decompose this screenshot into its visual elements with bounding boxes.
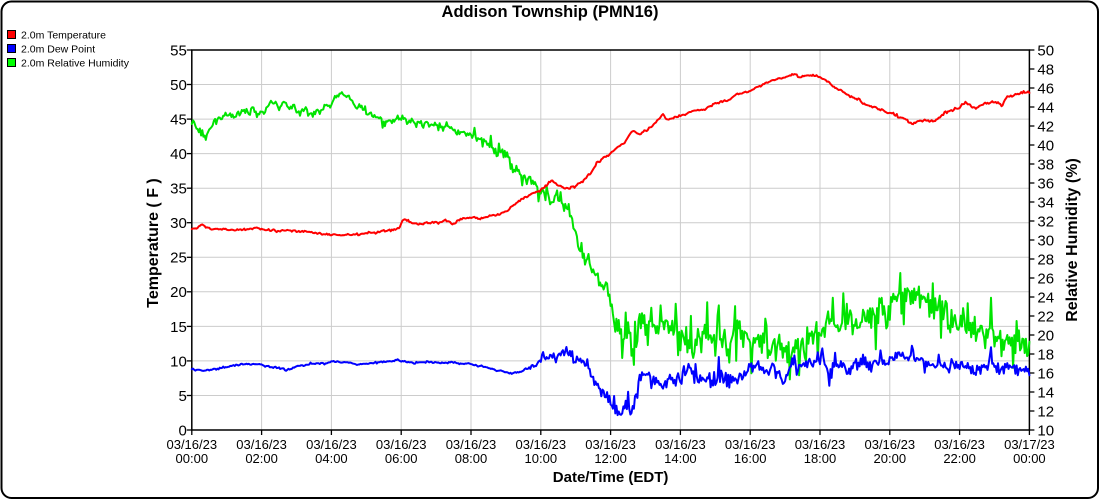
svg-text:0: 0	[178, 422, 186, 439]
svg-text:12: 12	[1037, 403, 1054, 420]
svg-text:00:00: 00:00	[176, 451, 209, 466]
svg-text:Addison Township (PMN16): Addison Township (PMN16)	[442, 3, 659, 21]
svg-text:55: 55	[170, 42, 187, 59]
svg-text:00:00: 00:00	[1013, 451, 1046, 466]
svg-text:12:00: 12:00	[594, 451, 627, 466]
svg-text:16:00: 16:00	[734, 451, 767, 466]
svg-text:44: 44	[1037, 99, 1054, 116]
svg-text:03/16/23: 03/16/23	[725, 437, 776, 452]
svg-text:14: 14	[1037, 384, 1054, 401]
svg-text:36: 36	[1037, 175, 1054, 192]
svg-text:22:00: 22:00	[943, 451, 976, 466]
svg-text:04:00: 04:00	[315, 451, 348, 466]
svg-text:48: 48	[1037, 61, 1054, 78]
svg-text:20: 20	[170, 284, 187, 301]
svg-text:16: 16	[1037, 365, 1054, 382]
svg-text:40: 40	[170, 146, 187, 163]
svg-text:30: 30	[1037, 232, 1054, 249]
svg-text:10: 10	[1037, 422, 1054, 439]
svg-text:Temperature ( F ): Temperature ( F )	[145, 178, 162, 308]
svg-text:50: 50	[170, 77, 187, 94]
svg-text:03/16/23: 03/16/23	[585, 437, 636, 452]
svg-text:5: 5	[178, 388, 186, 405]
svg-text:08:00: 08:00	[455, 451, 488, 466]
svg-text:35: 35	[170, 181, 187, 198]
svg-text:03/17/23: 03/17/23	[1004, 437, 1055, 452]
svg-text:38: 38	[1037, 156, 1054, 173]
svg-text:02:00: 02:00	[245, 451, 278, 466]
svg-text:03/16/23: 03/16/23	[515, 437, 566, 452]
svg-text:20: 20	[1037, 327, 1054, 344]
svg-text:18: 18	[1037, 346, 1054, 363]
svg-text:18:00: 18:00	[804, 451, 837, 466]
svg-text:10: 10	[170, 353, 187, 370]
svg-text:28: 28	[1037, 251, 1054, 268]
svg-text:26: 26	[1037, 270, 1054, 287]
svg-text:2.0m Dew Point: 2.0m Dew Point	[21, 43, 95, 55]
svg-text:30: 30	[170, 215, 187, 232]
svg-text:03/16/23: 03/16/23	[934, 437, 985, 452]
svg-text:03/16/23: 03/16/23	[306, 437, 357, 452]
svg-text:03/16/23: 03/16/23	[795, 437, 846, 452]
svg-text:03/16/23: 03/16/23	[446, 437, 497, 452]
svg-text:15: 15	[170, 319, 187, 336]
svg-text:03/16/23: 03/16/23	[655, 437, 706, 452]
svg-text:50: 50	[1037, 42, 1054, 59]
svg-text:42: 42	[1037, 118, 1054, 135]
svg-text:14:00: 14:00	[664, 451, 697, 466]
svg-text:03/16/23: 03/16/23	[376, 437, 427, 452]
svg-text:Date/Time (EDT): Date/Time (EDT)	[553, 469, 669, 486]
svg-text:03/16/23: 03/16/23	[864, 437, 915, 452]
svg-text:45: 45	[170, 112, 187, 129]
svg-text:24: 24	[1037, 289, 1054, 306]
svg-text:03/16/23: 03/16/23	[236, 437, 287, 452]
svg-text:10:00: 10:00	[525, 451, 558, 466]
svg-text:2.0m Relative Humidity: 2.0m Relative Humidity	[21, 57, 130, 69]
svg-text:20:00: 20:00	[874, 451, 907, 466]
svg-text:06:00: 06:00	[385, 451, 418, 466]
svg-text:46: 46	[1037, 80, 1054, 97]
svg-text:03/16/23: 03/16/23	[166, 437, 217, 452]
svg-text:22: 22	[1037, 308, 1054, 325]
svg-text:32: 32	[1037, 213, 1054, 230]
svg-text:40: 40	[1037, 137, 1054, 154]
svg-text:34: 34	[1037, 194, 1054, 211]
svg-text:25: 25	[170, 250, 187, 267]
svg-text:Relative Humidity (%): Relative Humidity (%)	[1064, 158, 1081, 322]
svg-text:2.0m Temperature: 2.0m Temperature	[21, 29, 106, 41]
